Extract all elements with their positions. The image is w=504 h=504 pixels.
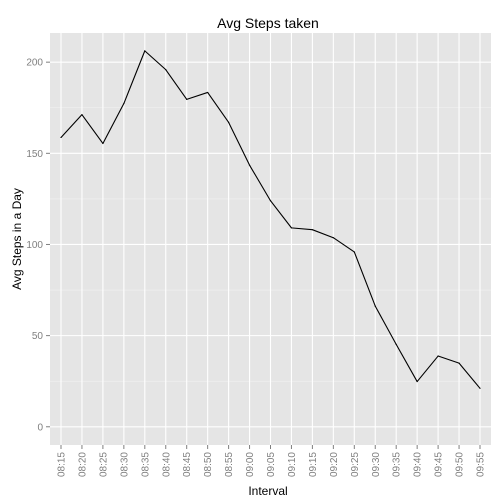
- x-tick-label: 09:20: [329, 452, 340, 477]
- x-tick-label: 08:35: [140, 452, 151, 477]
- x-tick-label: 09:50: [455, 452, 466, 477]
- x-tick-label: 08:15: [57, 452, 68, 477]
- x-tick-label: 09:05: [266, 452, 277, 477]
- data-point: [353, 251, 355, 253]
- x-tick-label: 09:15: [308, 452, 319, 477]
- data-point: [123, 102, 125, 105]
- major-gridlines: [50, 33, 491, 445]
- data-point: [479, 387, 481, 389]
- data-point: [290, 227, 293, 229]
- x-tick-label: 09:55: [476, 452, 487, 477]
- y-tick-label: 50: [32, 331, 44, 342]
- data-point: [102, 142, 104, 145]
- data-point: [144, 50, 146, 52]
- x-tick-label: 08:25: [98, 452, 109, 477]
- series-layer: [60, 50, 481, 389]
- x-axis: 08:15 08:20 08:25 08:30 08:35 08:40 08:45 08:50…: [57, 445, 487, 477]
- x-tick-label: 08:50: [203, 452, 214, 477]
- data-point: [186, 98, 188, 100]
- y-tick-label: 200: [26, 58, 43, 69]
- data-point: [437, 355, 439, 357]
- x-tick-label: 08:40: [161, 452, 172, 477]
- x-tick-label: 09:25: [350, 452, 361, 477]
- data-point: [374, 305, 376, 307]
- x-tick-label: 08:55: [224, 452, 235, 477]
- data-point: [395, 343, 397, 345]
- x-tick-label: 09:10: [287, 452, 298, 477]
- x-tick-label: 08:20: [77, 452, 88, 477]
- y-tick-label: 100: [26, 240, 43, 251]
- data-point: [269, 200, 272, 202]
- chart-title: Avg Steps taken: [217, 15, 319, 31]
- data-point: [228, 121, 230, 123]
- data-point: [81, 114, 83, 116]
- y-tick-label: 150: [26, 149, 43, 160]
- data-point: [458, 362, 460, 364]
- data-point: [332, 237, 334, 239]
- y-axis: 0 50 100 150 200: [26, 58, 50, 433]
- x-tick-label: 09:40: [413, 452, 424, 477]
- y-tick-label: 0: [37, 422, 43, 433]
- data-point: [311, 229, 313, 231]
- data-point: [60, 136, 62, 139]
- data-point: [207, 91, 209, 94]
- x-tick-label: 09:45: [434, 452, 445, 477]
- y-axis-title: Avg Steps in a Day: [10, 188, 24, 290]
- data-point: [165, 69, 167, 71]
- data-point: [248, 164, 251, 166]
- x-tick-label: 08:30: [119, 452, 130, 477]
- x-tick-label: 09:30: [371, 452, 382, 477]
- x-axis-title: Interval: [248, 484, 287, 498]
- x-tick-label: 08:45: [182, 452, 193, 477]
- data-point: [416, 380, 418, 383]
- x-tick-label: 09:00: [245, 452, 256, 477]
- x-tick-label: 09:35: [392, 452, 403, 477]
